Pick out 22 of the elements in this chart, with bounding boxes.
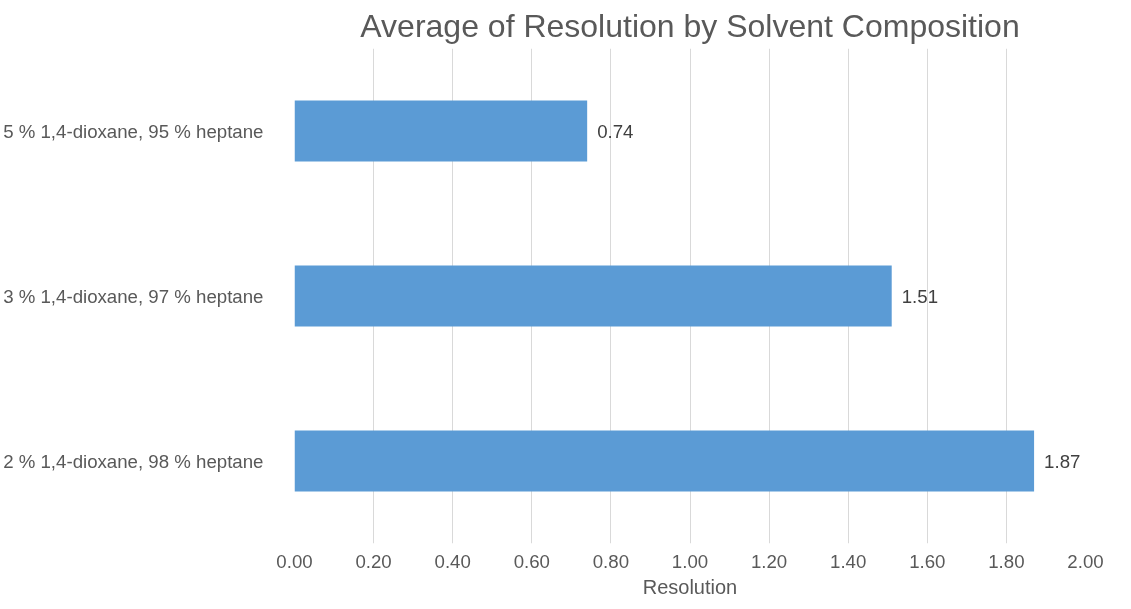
x-tick-label: 1.20: [750, 550, 788, 572]
bar: [294, 100, 588, 162]
y-tick-label: 5 % 1,4-dioxane, 95 % heptane: [3, 120, 264, 142]
y-tick-label: 3 % 1,4-dioxane, 97 % heptane: [3, 285, 264, 307]
bar: [294, 265, 892, 327]
data-label: 1.87: [1044, 450, 1081, 472]
x-tick-label: 0.20: [355, 550, 392, 572]
x-tick-label: 0.60: [513, 550, 550, 572]
x-axis-title: Resolution: [642, 575, 738, 598]
x-tick-label: 0.40: [434, 550, 471, 572]
x-tick-label: 1.80: [988, 550, 1025, 572]
data-label: 0.74: [597, 120, 634, 142]
x-tick-label: 2.00: [1067, 550, 1104, 572]
bar: [294, 430, 1035, 492]
x-tick-label: 0.00: [276, 550, 313, 572]
data-label: 1.51: [901, 285, 939, 307]
y-tick-label: 2 % 1,4-dioxane, 98 % heptane: [3, 450, 264, 472]
x-tick-label: 0.80: [592, 550, 630, 572]
x-tick-label: 1.60: [909, 550, 946, 572]
x-tick-label: 1.40: [830, 550, 867, 572]
chart-title: Average of Resolution by Solvent Composition: [360, 7, 1020, 44]
x-tick-label: 1.00: [671, 550, 709, 572]
